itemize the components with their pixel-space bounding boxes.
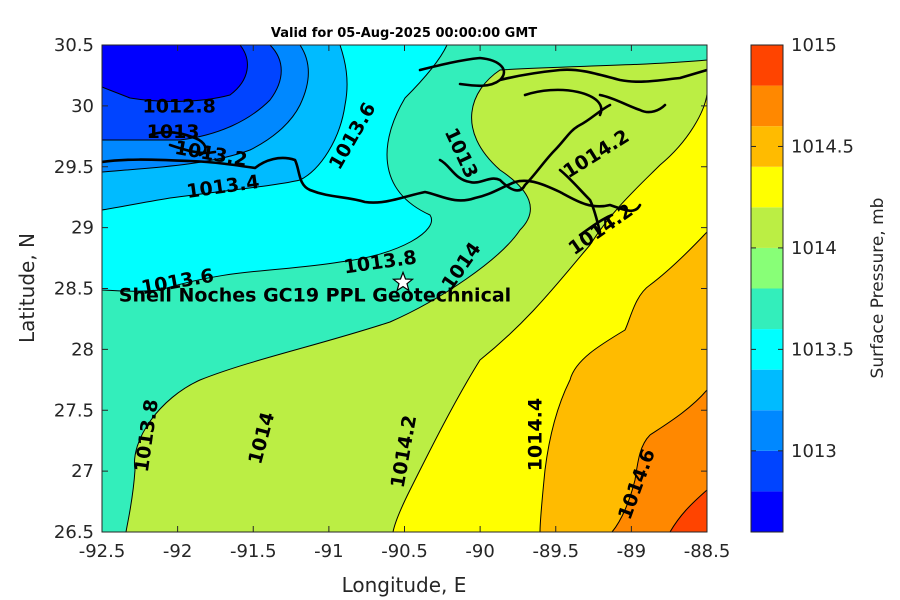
colorbar-segment — [751, 247, 783, 289]
colorbar-tick-label: 1015 — [791, 35, 837, 56]
x-tick-label: -88.5 — [684, 541, 731, 562]
x-tick-label: -90 — [465, 541, 494, 562]
colorbar-tick-label: 1014 — [791, 238, 837, 259]
site-marker: Shell Noches GC19 PPL Geotechnical — [119, 270, 511, 306]
y-tick-label: 27 — [71, 461, 94, 482]
colorbar-segment — [751, 85, 783, 127]
x-tick-label: -90.5 — [381, 541, 428, 562]
x-tick-label: -92.5 — [79, 541, 126, 562]
x-tick-label: -89 — [617, 541, 646, 562]
contour-label: 1014.4 — [525, 398, 547, 471]
x-tick-label: -92 — [163, 541, 192, 562]
colorbar — [751, 45, 783, 532]
colorbar-segment — [751, 329, 783, 370]
x-tick-label: -89.5 — [532, 541, 579, 562]
coastline-lakes — [418, 56, 707, 117]
y-tick-label: 29.5 — [54, 157, 94, 178]
colorbar-segment — [751, 410, 783, 451]
x-axis-label: Longitude, E — [342, 573, 467, 597]
coastline-louisiana — [102, 156, 642, 213]
y-tick-label: 29 — [71, 218, 94, 239]
y-tick-label: 27.5 — [54, 400, 94, 421]
colorbar-tick-label: 1013 — [791, 441, 837, 462]
x-axis-ticks: -92.5 -92 -91.5 -91 -90.5 -90 -89.5 -89 -88.5 — [79, 45, 731, 562]
y-tick-label: 30 — [71, 96, 94, 117]
contour-label: 1013 — [147, 121, 200, 143]
coastline-west — [148, 130, 217, 157]
colorbar-frame — [750, 44, 784, 533]
colorbar-tick-label: 1013.5 — [791, 339, 854, 360]
y-tick-label: 28 — [71, 339, 94, 360]
colorbar-segment — [751, 369, 783, 411]
colorbar-label: Surface Pressure, mb — [868, 198, 888, 379]
site-label: Shell Noches GC19 PPL Geotechnical — [119, 284, 511, 306]
band-1014-6 — [611, 389, 707, 532]
y-tick-label: 26.5 — [54, 522, 94, 543]
colorbar-segment — [751, 491, 783, 532]
pressure-field — [102, 45, 707, 532]
colorbar-segment — [751, 207, 783, 248]
y-axis-ticks: 26.5 27 27.5 28 28.5 29 29.5 30 30.5 — [54, 35, 707, 543]
y-tick-label: 28.5 — [54, 279, 94, 300]
coastline-delta — [438, 103, 614, 237]
colorbar-segment — [751, 126, 783, 167]
site-star-icon — [391, 270, 415, 292]
colorbar-segment — [751, 166, 783, 208]
x-tick-label: -91 — [314, 541, 343, 562]
chart-title: Valid for 05-Aug-2025 00:00:00 GMT — [271, 26, 537, 41]
y-axis-label: Latitude, N — [15, 233, 39, 343]
band-1014-8 — [669, 489, 707, 532]
contour-label: 1012.8 — [142, 96, 215, 118]
colorbar-tick-label: 1014.5 — [791, 136, 854, 157]
colorbar-ticks: 1013 1013.5 1014 1014.5 1015 — [751, 35, 854, 462]
colorbar-segment — [751, 45, 783, 86]
y-tick-label: 30.5 — [54, 35, 94, 56]
colorbar-segment — [751, 450, 783, 492]
band-1012-6 — [102, 45, 248, 102]
colorbar-segment — [751, 288, 783, 330]
x-tick-label: -91.5 — [230, 541, 277, 562]
